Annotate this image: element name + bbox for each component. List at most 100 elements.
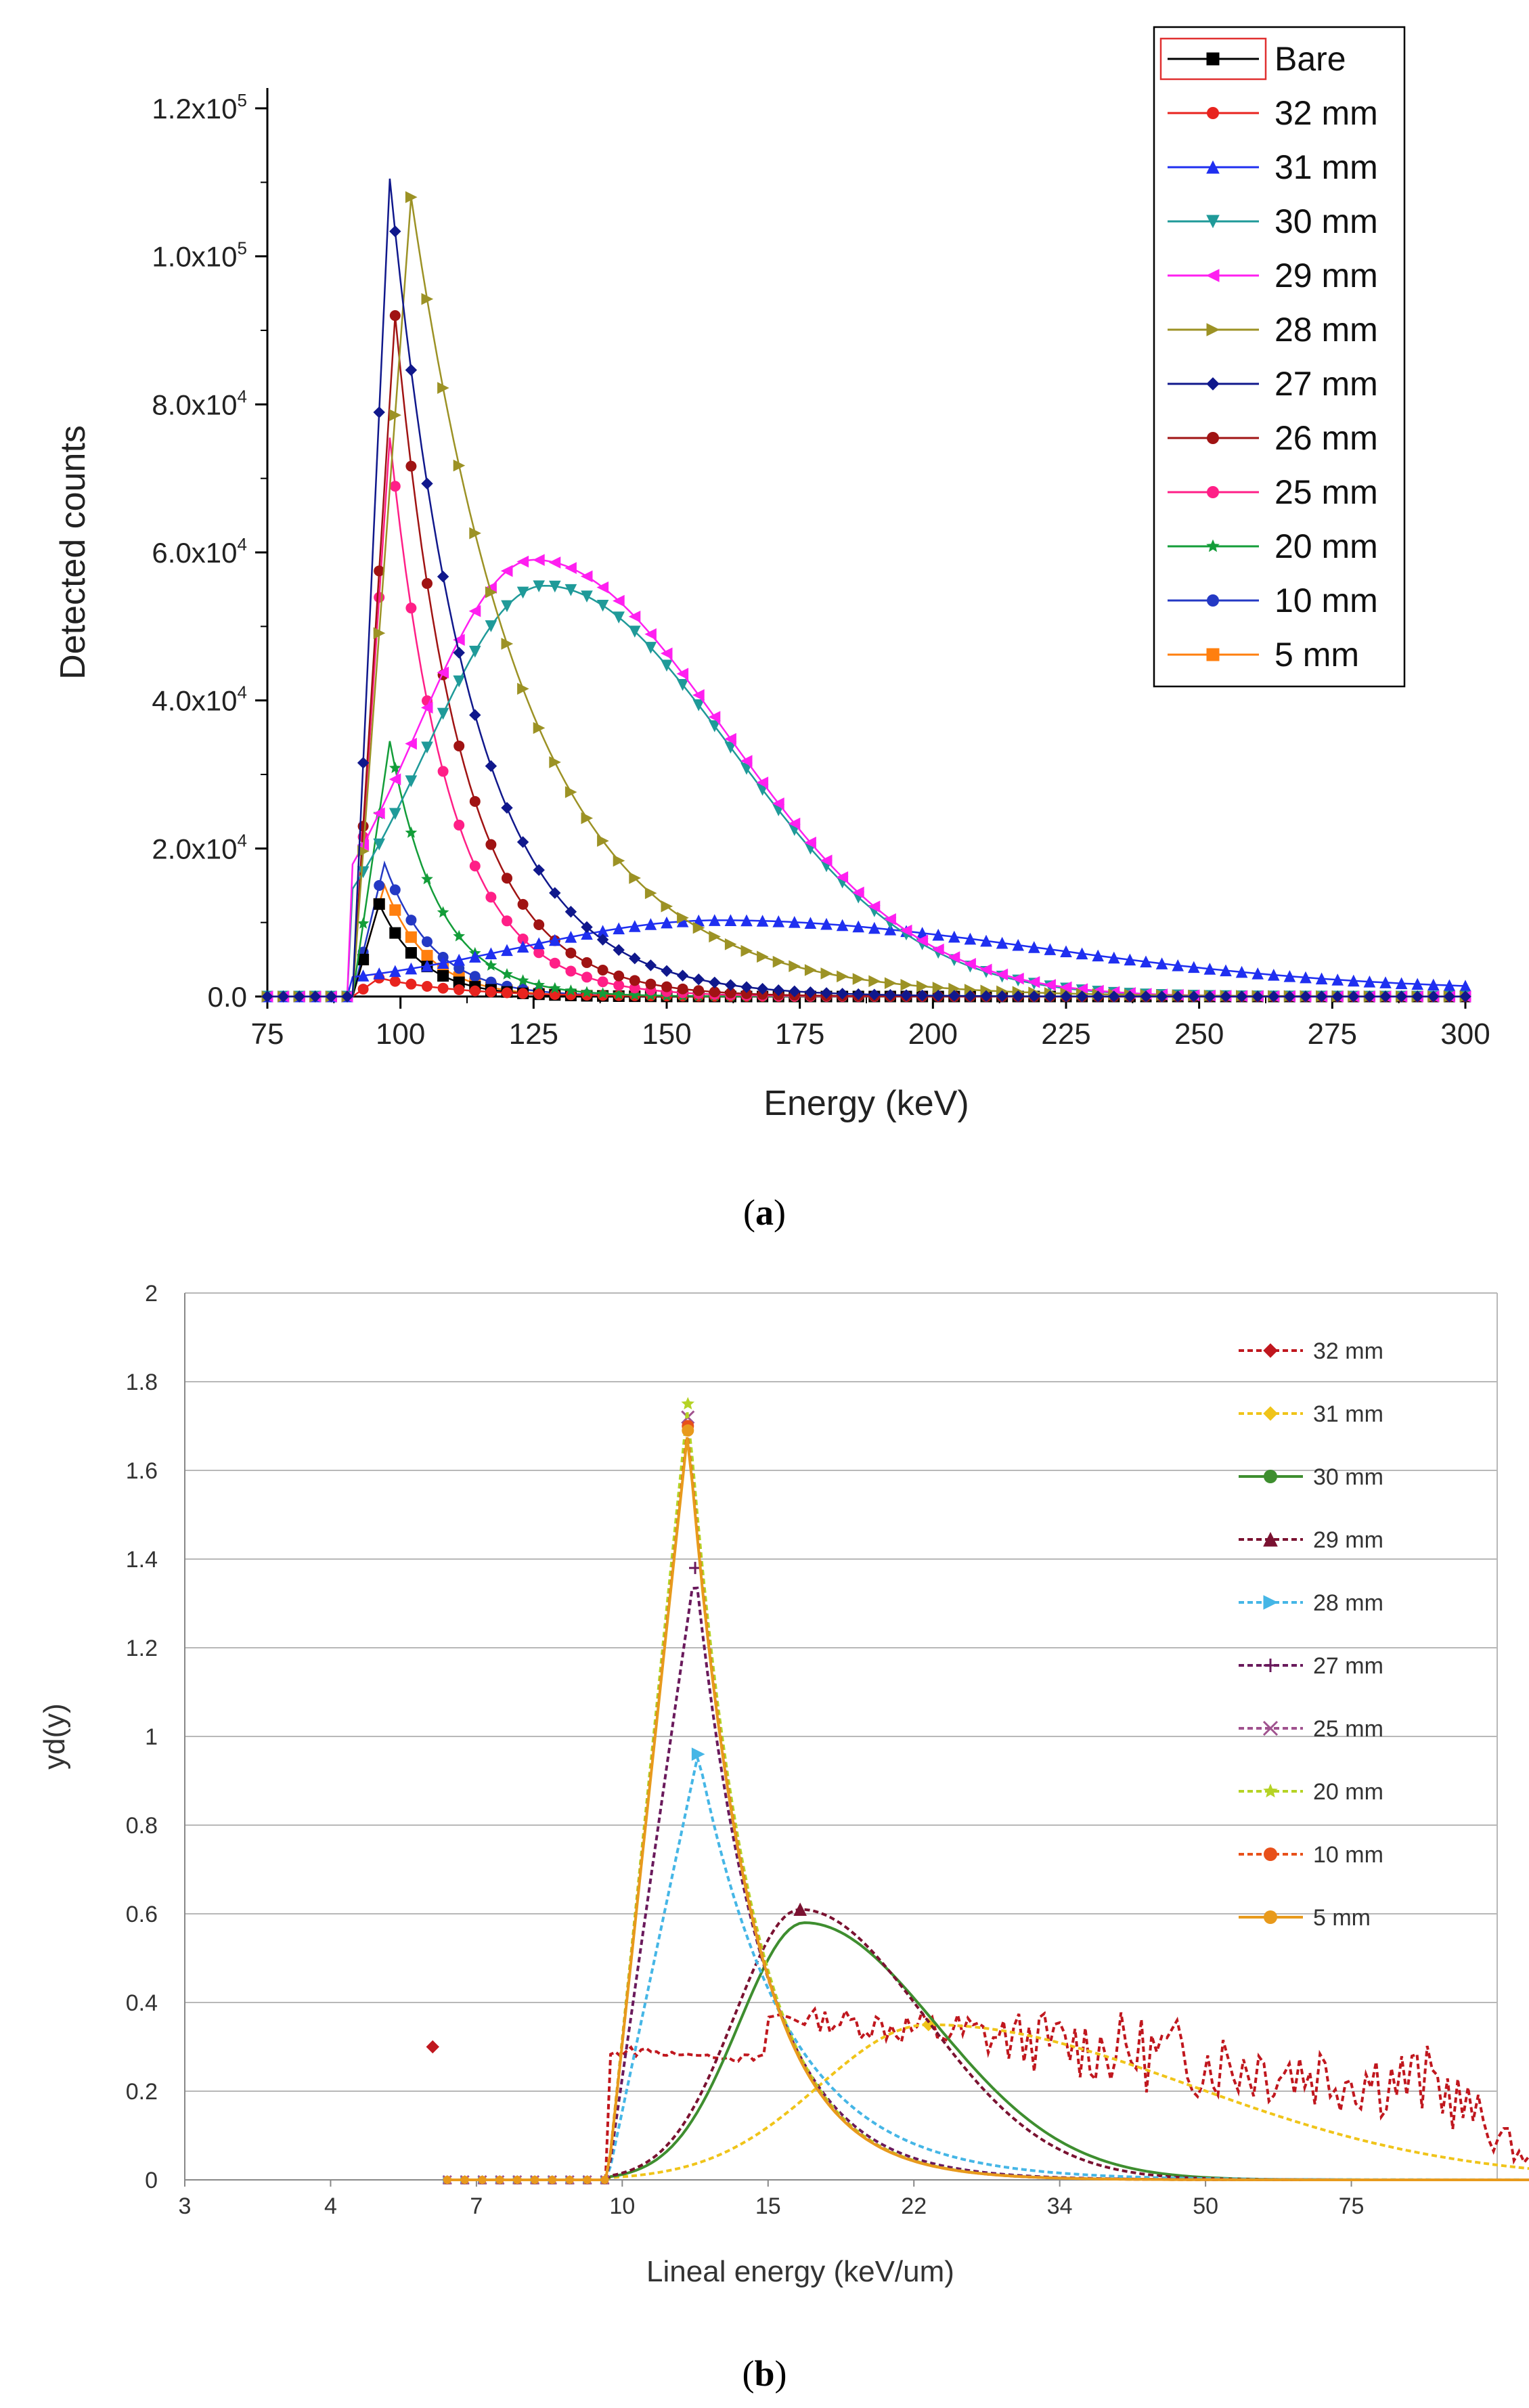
data-point [565, 965, 577, 977]
data-point [629, 982, 640, 994]
data-point [517, 898, 529, 910]
legend-label: 30 mm [1275, 202, 1378, 240]
data-point [628, 988, 641, 1001]
legend-item: Bare [1159, 37, 1346, 81]
data-point [357, 917, 370, 929]
data-point [420, 701, 433, 714]
data-point [660, 647, 673, 659]
data-point [979, 963, 992, 976]
data-point [916, 989, 929, 1002]
data-point [868, 988, 881, 1001]
data-point [613, 944, 625, 956]
data-point [692, 699, 705, 712]
data-point [478, 2176, 487, 2184]
legend-marker [1207, 107, 1219, 119]
data-point [1395, 977, 1408, 990]
y-axis-label: Detected counts [53, 425, 93, 680]
data-point [868, 975, 881, 988]
data-point [1060, 990, 1072, 1003]
caption-b: (b) [742, 2353, 787, 2394]
data-point [948, 930, 960, 943]
data-point [389, 773, 401, 785]
data-point [1203, 963, 1216, 975]
data-point [1172, 959, 1184, 971]
data-point [1283, 969, 1296, 982]
data-point [980, 934, 992, 947]
y-tick-label: 2 [145, 1281, 158, 1307]
legend-item: 27 mm [1239, 1653, 1383, 1679]
data-point [724, 732, 736, 745]
data-point [693, 985, 705, 997]
data-point [443, 2176, 451, 2184]
data-point [884, 923, 897, 936]
legend-label: 28 mm [1275, 311, 1378, 349]
data-point [389, 762, 401, 773]
data-point [820, 917, 833, 930]
legend-label: 31 mm [1275, 148, 1378, 186]
data-point [1315, 972, 1328, 985]
data-point [437, 957, 449, 969]
series-28-mm [443, 1747, 1529, 2185]
data-point [852, 886, 864, 899]
data-point [1044, 979, 1056, 991]
data-point [533, 919, 545, 930]
data-point [405, 191, 418, 204]
data-point [772, 797, 784, 810]
data-point [788, 817, 801, 830]
x-axis-label: Energy (keV) [763, 1084, 969, 1123]
data-point [421, 873, 433, 885]
legend-marker [1206, 160, 1220, 174]
data-point [357, 984, 369, 995]
data-point [357, 953, 370, 965]
data-point [373, 627, 386, 640]
data-point [513, 2176, 522, 2184]
data-point [468, 605, 481, 617]
x-tick-label: 100 [376, 1017, 425, 1051]
data-point [852, 988, 864, 1001]
data-point [613, 611, 625, 623]
y-tick-label: 0.4 [126, 1990, 158, 2016]
data-point [1459, 990, 1471, 1003]
data-point [1235, 965, 1248, 978]
data-point [293, 990, 305, 1003]
data-point [600, 2176, 609, 2184]
x-tick-label: 300 [1440, 1017, 1490, 1051]
data-point [1331, 990, 1344, 1003]
data-point [692, 921, 705, 934]
legend: 32 mm 31 mm 30 mm 29 mm 28 mm 27 mm 25 mm 20 mm… [1239, 1338, 1383, 1931]
data-point [1012, 972, 1024, 985]
legend-label: 20 mm [1275, 527, 1378, 565]
series-line [447, 2006, 1529, 2181]
data-point [501, 802, 513, 814]
data-point [1155, 957, 1168, 969]
data-point [740, 981, 753, 993]
data-point [852, 920, 865, 933]
data-point [485, 986, 497, 998]
legend-marker [1263, 1531, 1278, 1547]
legend-label: 25 mm [1313, 1716, 1383, 1742]
data-point [661, 981, 672, 992]
data-point [661, 659, 673, 672]
data-point [548, 934, 561, 946]
data-point [373, 838, 386, 851]
data-point [501, 967, 513, 980]
data-point [581, 590, 593, 603]
x-tick-label: 150 [642, 1017, 691, 1051]
legend-item: 30 mm [1239, 1464, 1383, 1490]
series-32-mm [426, 2006, 1529, 2185]
data-point [756, 982, 769, 995]
data-point [549, 756, 561, 768]
legend-label: 32 mm [1313, 1338, 1383, 1364]
data-point [437, 382, 449, 394]
y-tick-label: 1.8 [126, 1370, 158, 1395]
data-point [405, 978, 417, 990]
data-point [1060, 945, 1072, 957]
data-point [389, 904, 401, 916]
legend-marker [1206, 648, 1220, 661]
legend-marker [1206, 323, 1220, 336]
data-point [724, 938, 737, 950]
data-point [485, 947, 497, 959]
data-point [628, 626, 641, 638]
x-tick-label: 200 [908, 1017, 958, 1051]
